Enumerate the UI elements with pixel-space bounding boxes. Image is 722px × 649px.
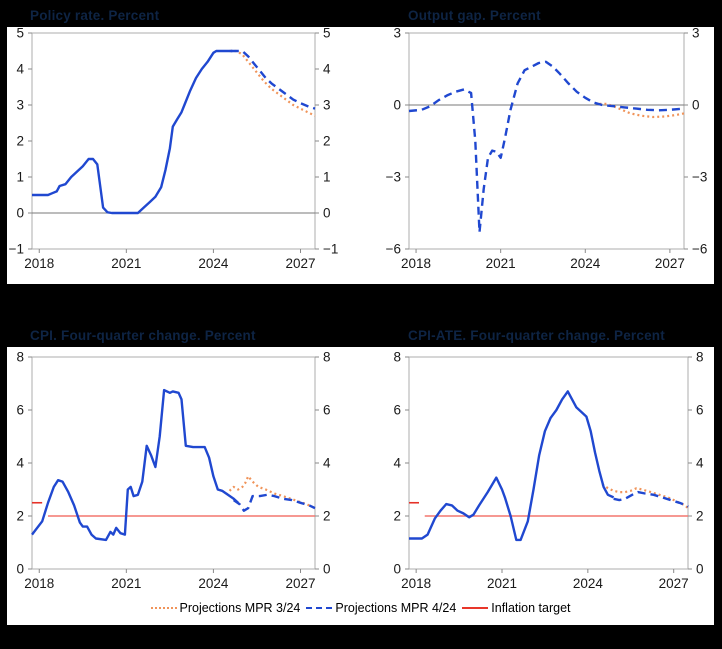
svg-text:2018: 2018 [24,256,54,271]
svg-text:4: 4 [323,456,331,471]
svg-text:2027: 2027 [285,576,315,591]
svg-text:1: 1 [323,170,331,185]
svg-text:4: 4 [323,62,331,77]
svg-text:2: 2 [323,509,331,524]
svg-text:1: 1 [16,170,24,185]
legend-label-mpr-3-24: Projections MPR 3/24 [179,601,301,615]
svg-text:3: 3 [692,26,700,41]
svg-text:8: 8 [323,350,331,365]
svg-text:3: 3 [393,26,401,41]
svg-text:5: 5 [323,26,331,41]
svg-text:2: 2 [16,509,24,524]
svg-text:5: 5 [16,26,24,41]
legend-item-mpr-4-24: Projections MPR 4/24 [306,601,456,615]
svg-text:2021: 2021 [486,256,516,271]
dotted-line-icon [150,607,177,609]
svg-text:−1: −1 [323,242,338,257]
svg-text:2: 2 [393,509,401,524]
svg-text:2024: 2024 [198,576,229,591]
svg-text:2024: 2024 [573,576,604,591]
bottom-panels-background [7,347,714,625]
svg-text:2027: 2027 [655,256,685,271]
svg-text:0: 0 [393,98,401,113]
svg-text:2027: 2027 [659,576,689,591]
svg-text:0: 0 [16,206,24,221]
svg-text:−1: −1 [9,242,24,257]
legend-label-mpr-4-24: Projections MPR 4/24 [335,601,457,615]
svg-text:2021: 2021 [487,576,517,591]
legend-item-mpr-3-24: Projections MPR 3/24 [150,601,301,615]
svg-text:8: 8 [696,350,704,365]
svg-text:0: 0 [696,562,704,577]
svg-text:2024: 2024 [570,256,601,271]
svg-text:2021: 2021 [111,576,141,591]
svg-text:4: 4 [16,456,24,471]
svg-text:2: 2 [696,509,704,524]
legend-item-inflation-target: Inflation target [462,601,571,615]
svg-text:−6: −6 [386,242,401,257]
svg-text:6: 6 [696,403,704,418]
svg-text:0: 0 [323,206,331,221]
solid-line-icon [462,607,489,609]
legend-label-inflation-target: Inflation target [491,601,571,615]
svg-text:4: 4 [16,62,24,77]
svg-text:2024: 2024 [198,256,229,271]
svg-text:2018: 2018 [24,576,54,591]
svg-text:2: 2 [323,134,331,149]
svg-text:0: 0 [16,562,24,577]
svg-text:0: 0 [323,562,331,577]
svg-text:2: 2 [16,134,24,149]
legend: Projections MPR 3/24 Projections MPR 4/2… [7,598,714,618]
svg-text:4: 4 [393,456,401,471]
panel-title-cpi-ate: CPI-ATE. Four-quarter change. Percent [408,328,665,343]
svg-text:2021: 2021 [111,256,141,271]
svg-text:6: 6 [16,403,24,418]
svg-text:−3: −3 [386,170,401,185]
top-panels-background [7,27,714,284]
svg-text:2027: 2027 [285,256,315,271]
svg-text:4: 4 [696,456,704,471]
svg-text:6: 6 [393,403,401,418]
svg-text:6: 6 [323,403,331,418]
svg-text:0: 0 [393,562,401,577]
svg-text:2018: 2018 [401,576,431,591]
svg-text:2018: 2018 [401,256,431,271]
svg-text:3: 3 [323,98,331,113]
svg-text:0: 0 [692,98,700,113]
panel-title-policy-rate: Policy rate. Percent [30,8,160,23]
svg-text:3: 3 [16,98,24,113]
svg-text:8: 8 [16,350,24,365]
svg-text:8: 8 [393,350,401,365]
svg-text:−3: −3 [692,170,707,185]
svg-text:−6: −6 [692,242,707,257]
panel-title-cpi: CPI. Four-quarter change. Percent [30,328,256,343]
panel-title-output-gap: Output gap. Percent [408,8,541,23]
dashed-line-icon [306,607,333,609]
